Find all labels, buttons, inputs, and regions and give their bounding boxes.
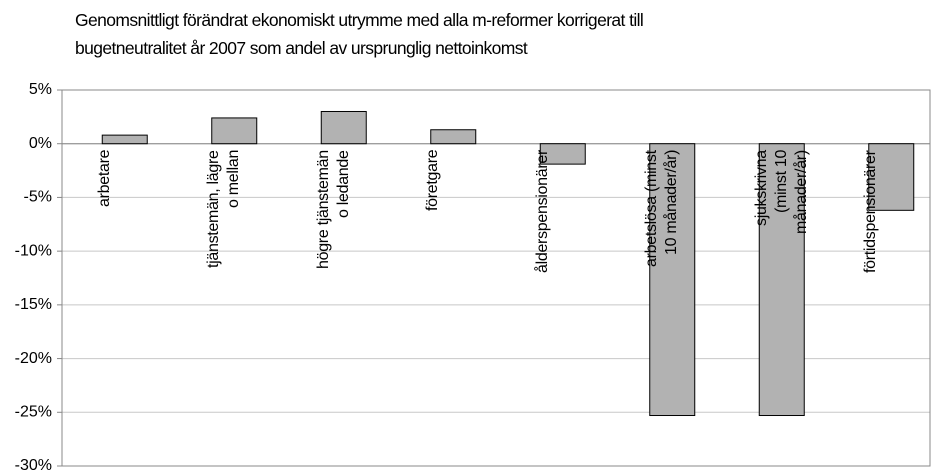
y-tick-label: 5% — [29, 81, 52, 98]
y-tick-label: -10% — [15, 242, 52, 259]
y-tick-label: -30% — [15, 457, 52, 470]
y-tick-label: 0% — [29, 135, 52, 152]
plot-frame — [61, 89, 931, 467]
x-tick-label: tjänstemän, lägre o mellan — [205, 149, 243, 268]
bar — [211, 117, 258, 145]
bar — [539, 143, 586, 165]
bar — [649, 143, 696, 417]
bar — [430, 129, 477, 145]
y-tick-label: -5% — [24, 189, 52, 206]
bar — [101, 134, 148, 145]
x-tick-label: ålderspensionärer — [533, 149, 551, 273]
x-tick-label: sjukskrivna (minst 10 månader/år) — [752, 149, 810, 234]
bar — [868, 143, 915, 211]
x-tick-label: arbetare — [95, 149, 113, 207]
y-tick-label: -15% — [15, 296, 52, 313]
x-tick-label: högre tjänstemän o ledande — [314, 149, 352, 269]
y-tick-label: -25% — [15, 404, 52, 421]
chart-title: Genomsnittligt förändrat ekonomiskt utry… — [75, 10, 644, 58]
x-tick-label: arbetslösa (minst 10 månader/år) — [643, 149, 681, 267]
y-tick-label: -20% — [15, 350, 52, 367]
x-tick-label: förtidspensionärer — [862, 149, 880, 273]
bar — [320, 110, 367, 145]
bar — [758, 143, 805, 417]
x-tick-label: företgare — [424, 149, 442, 212]
